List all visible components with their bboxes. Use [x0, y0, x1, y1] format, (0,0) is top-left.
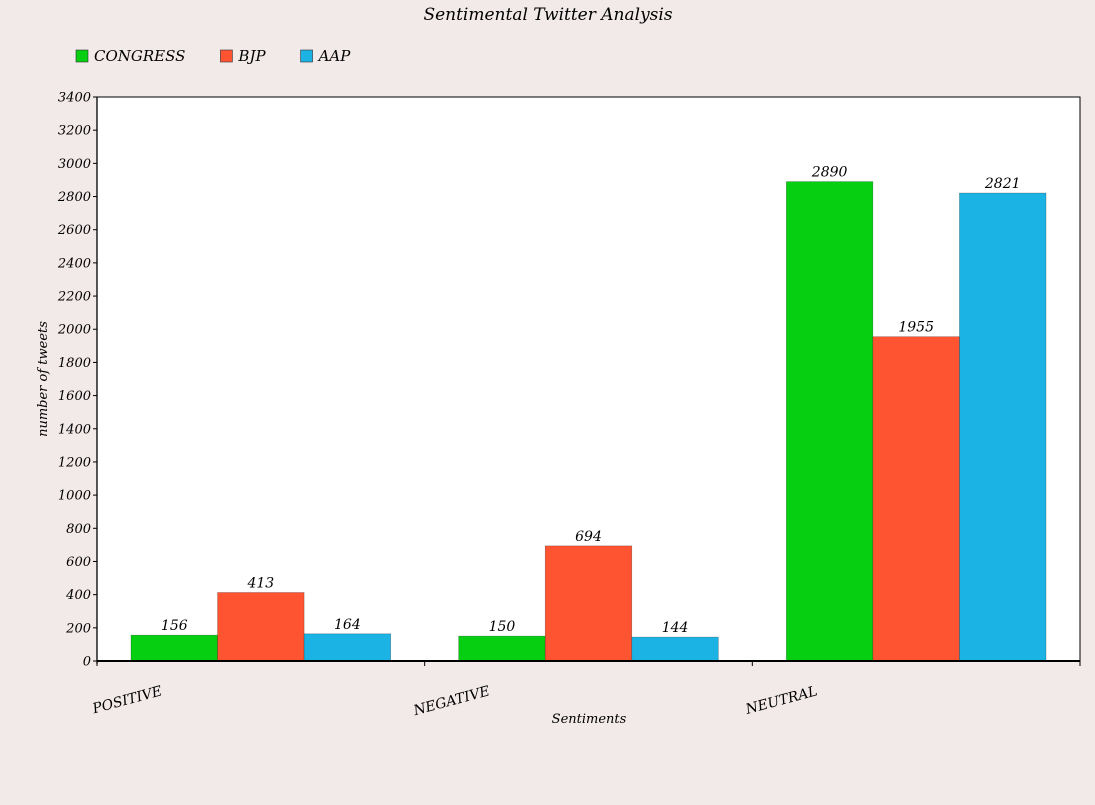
bar-aap-positive: [303, 633, 391, 662]
x-tick-label: NEUTRAL: [743, 683, 819, 718]
y-tick-label: 600: [66, 555, 91, 570]
y-tick-label: 0: [83, 655, 91, 670]
legend-item-aap: AAP: [300, 47, 352, 65]
data-label: 144: [662, 620, 689, 636]
bar-aap-neutral: [959, 192, 1047, 662]
data-label: 164: [334, 617, 361, 633]
y-tick-label: 1600: [58, 389, 91, 404]
y-tick-label: 3400: [58, 91, 91, 106]
y-tick-label: 1800: [58, 356, 91, 371]
legend-swatch: [75, 49, 89, 63]
bar-congress-positive: [130, 634, 218, 662]
y-tick-label: 2400: [57, 256, 91, 271]
legend-swatch: [220, 49, 233, 63]
legend-label: AAP: [317, 47, 352, 65]
y-tick-label: 1200: [58, 455, 91, 470]
legend-label: CONGRESS: [94, 47, 185, 65]
y-axis-title: number of tweets: [36, 321, 51, 437]
bars: 156 413 164 150 694 144 2890 1955 2821: [130, 165, 1047, 662]
data-label: 413: [246, 575, 274, 591]
legend: CONGRESS BJP AAP: [75, 47, 352, 65]
y-tick-label: 400: [65, 588, 91, 603]
data-label: 150: [489, 619, 516, 635]
data-label: 694: [575, 529, 602, 545]
bar-bjp-neutral: [872, 336, 960, 662]
bar-congress-neutral: [786, 181, 874, 662]
y-tick-label: 2600: [57, 223, 91, 238]
data-label: 1955: [898, 320, 934, 336]
y-tick-label: 3000: [58, 157, 91, 172]
legend-swatch: [300, 49, 313, 63]
y-tick-label: 3200: [58, 124, 91, 139]
bar-congress-negative: [458, 635, 546, 662]
y-tick-label: 2800: [57, 190, 91, 205]
y-axis: 0 200 400 600 800 1000 1200 1400 1600 1800 2000 220…: [57, 91, 98, 670]
x-tick-label: NEGATIVE: [411, 683, 492, 719]
chart-title: Sentimental Twitter Analysis: [423, 5, 672, 25]
data-label: 156: [161, 618, 188, 634]
data-label: 2890: [811, 165, 848, 181]
bar-bjp-positive: [217, 592, 305, 662]
x-axis-title: Sentiments: [552, 712, 627, 727]
bar-aap-negative: [631, 636, 719, 662]
legend-item-congress: CONGRESS: [75, 47, 185, 65]
y-tick-label: 800: [66, 522, 91, 537]
y-tick-label: 1400: [58, 422, 91, 437]
bar-bjp-negative: [544, 545, 633, 662]
y-tick-label: 2000: [57, 323, 91, 338]
x-tick-label: POSITIVE: [90, 683, 164, 717]
y-tick-label: 200: [65, 621, 91, 636]
legend-label: BJP: [237, 47, 266, 65]
data-label: 2821: [984, 176, 1021, 192]
y-tick-label: 2200: [57, 290, 91, 305]
x-axis: POSITIVE NEGATIVE NEUTRAL: [90, 660, 1081, 719]
legend-item-bjp: BJP: [220, 47, 266, 65]
y-tick-label: 1000: [58, 489, 91, 504]
